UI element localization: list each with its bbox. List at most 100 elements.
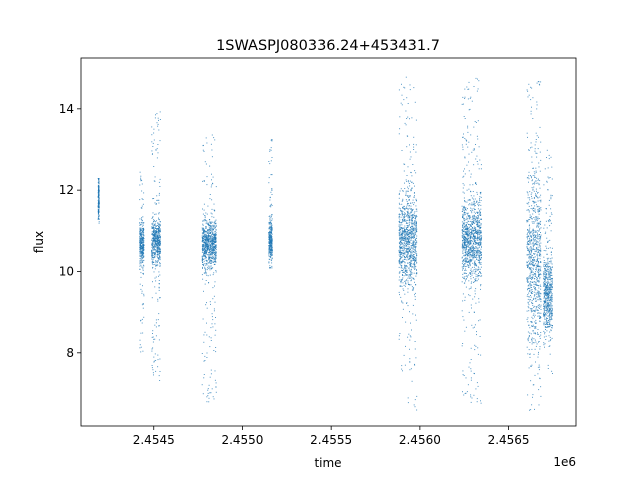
data-point — [143, 243, 144, 245]
data-point — [151, 246, 153, 248]
data-point — [534, 316, 535, 318]
data-point — [403, 208, 405, 210]
data-point — [471, 230, 473, 232]
data-point — [466, 254, 468, 256]
data-point — [481, 236, 483, 238]
data-point — [413, 265, 415, 267]
data-point — [271, 205, 273, 206]
data-point — [154, 254, 156, 256]
data-point — [202, 254, 204, 256]
data-point — [141, 205, 143, 207]
data-point — [404, 209, 406, 211]
data-point — [536, 271, 538, 273]
data-point — [208, 230, 210, 232]
data-point — [537, 333, 539, 335]
data-point — [398, 202, 400, 204]
data-point — [473, 195, 475, 197]
data-point — [410, 239, 412, 241]
data-point — [157, 228, 158, 230]
data-point — [462, 136, 464, 138]
data-point — [211, 156, 213, 158]
data-point — [210, 235, 212, 237]
data-point — [465, 218, 467, 220]
data-point — [407, 251, 409, 253]
data-point — [476, 222, 478, 224]
data-point — [406, 211, 408, 212]
data-point — [410, 227, 412, 229]
data-point — [98, 213, 100, 215]
data-point — [469, 362, 471, 364]
data-point — [477, 269, 479, 271]
data-point — [473, 217, 475, 219]
data-point — [152, 234, 154, 236]
data-point — [408, 221, 410, 223]
data-point — [211, 246, 213, 248]
data-point — [205, 253, 207, 255]
data-point — [413, 228, 415, 230]
data-point — [403, 219, 404, 221]
data-point — [530, 257, 532, 259]
data-point — [472, 237, 474, 239]
data-point — [410, 261, 412, 263]
data-point — [152, 330, 154, 332]
data-point — [413, 214, 415, 216]
data-point — [141, 252, 143, 254]
data-point — [473, 281, 474, 283]
data-point — [403, 232, 405, 234]
data-point — [463, 375, 465, 376]
data-point — [208, 241, 210, 243]
data-point — [151, 227, 153, 229]
data-point — [202, 243, 204, 245]
data-point — [209, 256, 211, 258]
data-point — [534, 275, 536, 277]
data-point — [410, 190, 412, 192]
data-point — [157, 243, 159, 245]
data-point — [475, 144, 476, 145]
data-point — [400, 244, 402, 246]
data-point — [414, 101, 416, 103]
data-point — [141, 249, 143, 251]
data-point — [214, 301, 216, 303]
data-point — [469, 242, 471, 244]
data-point — [465, 212, 467, 214]
data-point — [476, 242, 478, 244]
data-point — [470, 377, 472, 379]
data-point — [214, 263, 216, 265]
data-point — [202, 208, 203, 210]
data-point — [477, 218, 478, 219]
data-point — [534, 144, 536, 146]
data-point — [469, 247, 471, 248]
data-point — [213, 398, 215, 400]
data-point — [470, 256, 472, 258]
data-point — [140, 239, 142, 240]
data-point — [465, 237, 467, 239]
data-point — [461, 281, 463, 283]
data-point — [152, 248, 154, 249]
data-point — [97, 204, 99, 206]
data-point — [540, 299, 542, 301]
data-point — [402, 207, 404, 209]
data-point — [415, 119, 417, 121]
data-point — [210, 373, 212, 375]
data-point — [143, 238, 145, 240]
data-point — [470, 243, 472, 245]
data-point — [206, 239, 208, 241]
data-point — [151, 239, 153, 241]
data-point — [213, 252, 215, 254]
data-point — [206, 334, 208, 336]
data-point — [536, 261, 537, 263]
data-point — [478, 238, 480, 240]
data-point — [399, 230, 401, 232]
data-point — [215, 226, 217, 227]
data-point — [404, 268, 406, 270]
data-point — [205, 247, 206, 249]
data-point — [477, 208, 479, 210]
data-point — [536, 108, 538, 110]
data-point — [157, 125, 159, 127]
data-point — [467, 237, 469, 239]
data-point — [414, 259, 416, 261]
data-point — [462, 300, 464, 302]
data-point — [204, 239, 206, 241]
data-point — [156, 264, 158, 266]
data-point — [534, 314, 536, 316]
